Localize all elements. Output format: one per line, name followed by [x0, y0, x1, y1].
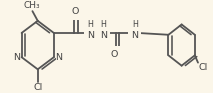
Text: H: H [132, 20, 138, 29]
Text: N: N [100, 31, 107, 40]
Text: H: H [101, 20, 106, 29]
Text: N: N [13, 53, 20, 62]
Text: N: N [87, 31, 94, 40]
Text: Cl: Cl [33, 83, 42, 92]
Text: Cl: Cl [199, 63, 208, 72]
Text: O: O [111, 50, 118, 59]
Text: N: N [56, 53, 63, 62]
Text: CH₃: CH₃ [23, 1, 40, 10]
Text: N: N [131, 31, 138, 40]
Text: O: O [72, 7, 79, 16]
Text: H: H [87, 20, 93, 29]
